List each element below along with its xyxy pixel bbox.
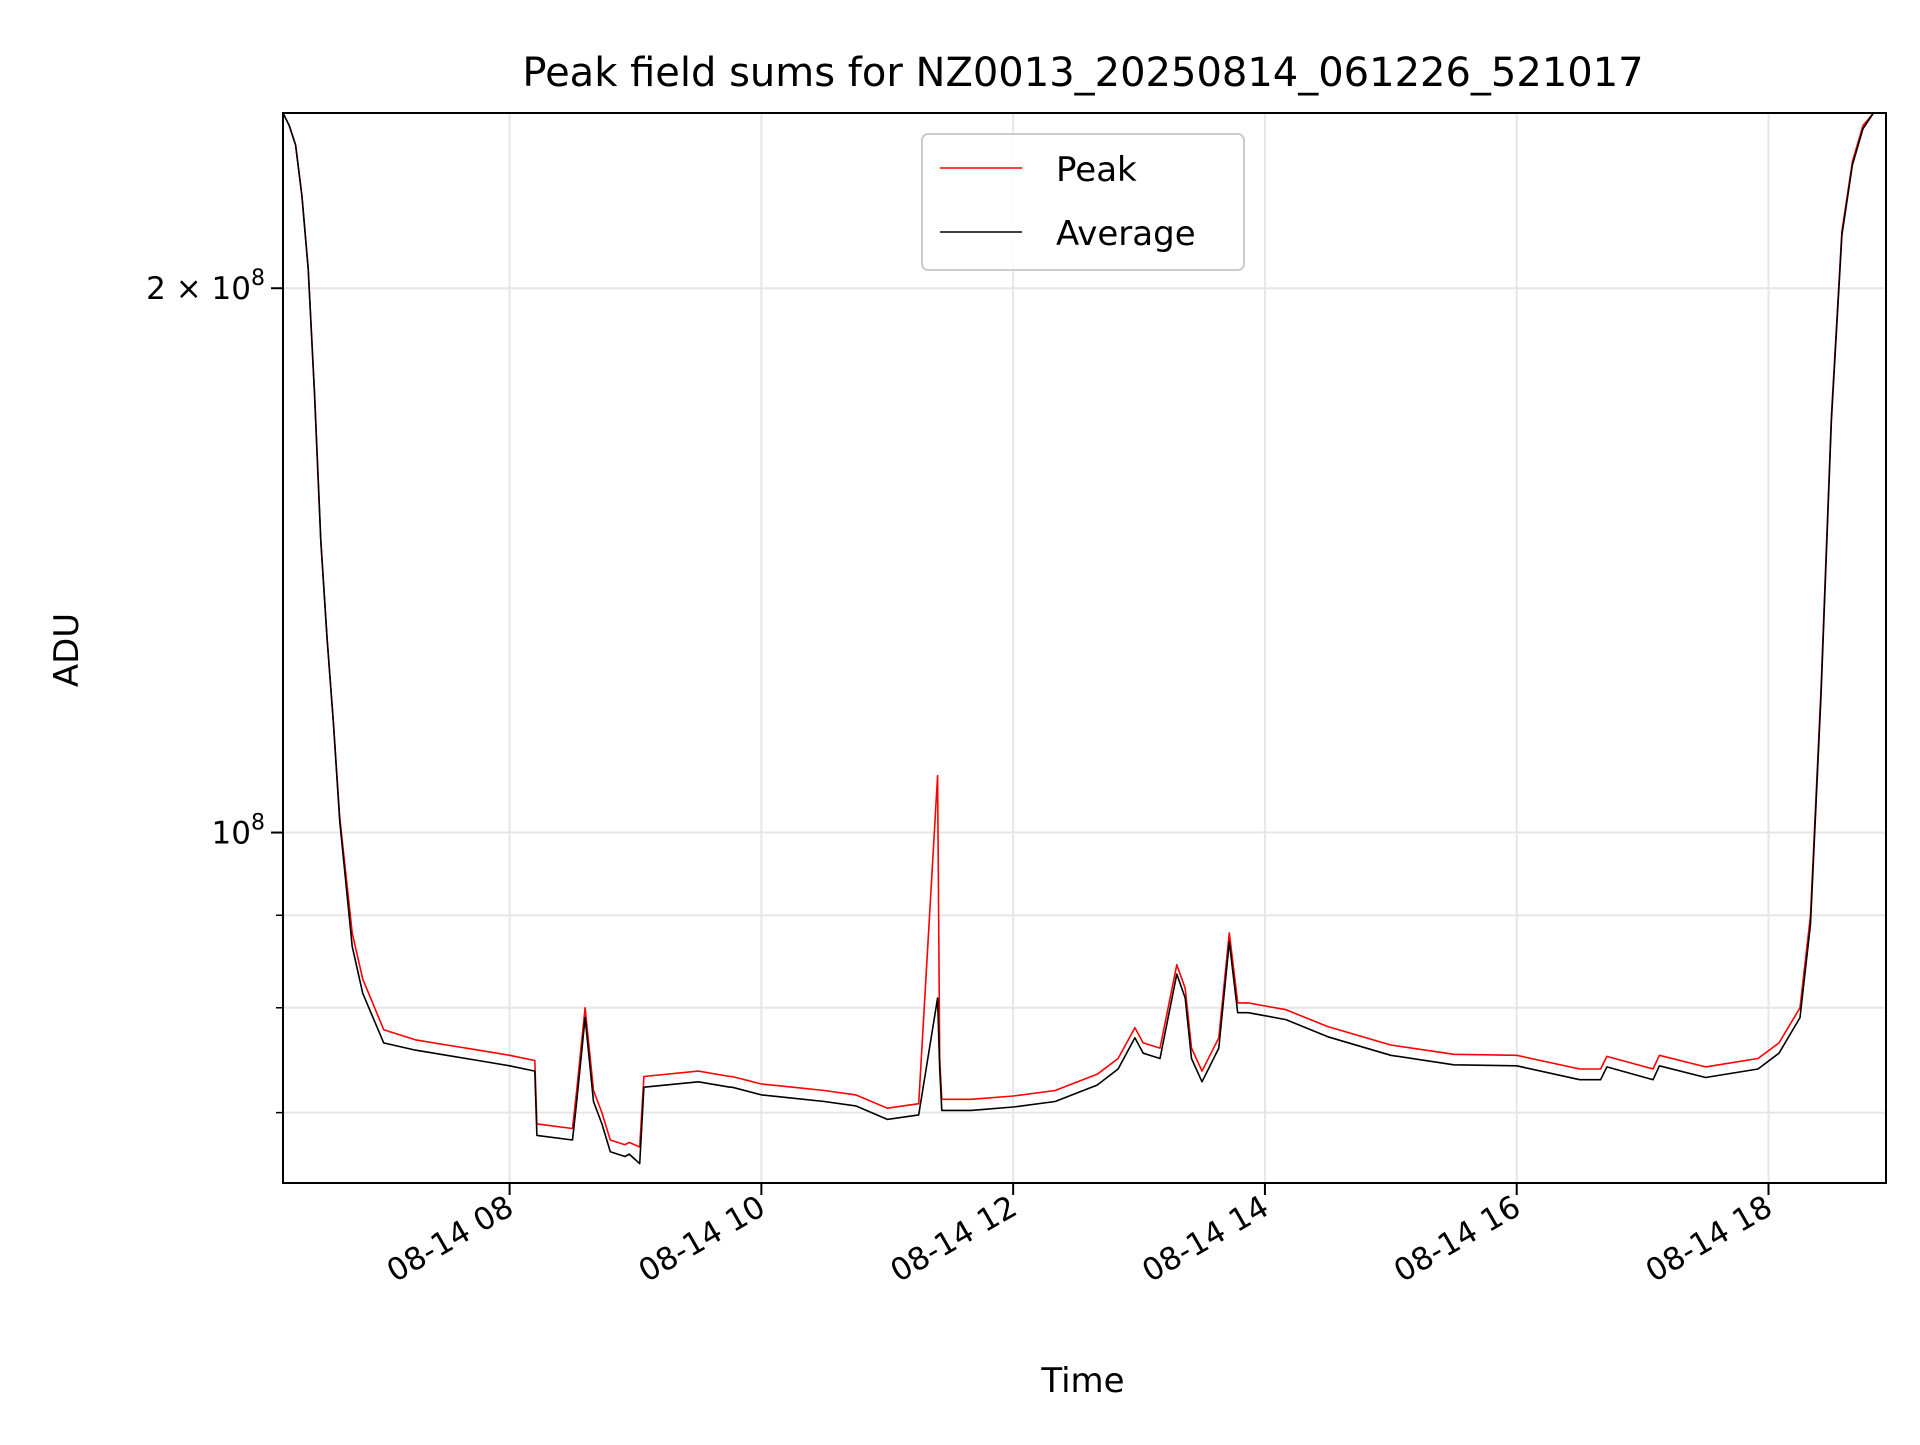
legend[interactable]: Peak Average xyxy=(921,133,1245,271)
grid-layer xyxy=(283,113,1886,1183)
y-tick-label: 2 × 108 xyxy=(146,266,265,307)
legend-label-peak: Peak xyxy=(1056,150,1137,190)
series-line-average xyxy=(283,113,1886,1165)
legend-label-average: Average xyxy=(1056,214,1196,254)
x-axis-label: Time xyxy=(1040,1361,1124,1401)
plot-frame xyxy=(282,112,1887,1184)
chart-title: Peak field sums for NZ0013_20250814_0612… xyxy=(522,50,1643,96)
y-axis-label: ADU xyxy=(47,613,87,687)
series-layer xyxy=(283,113,1886,1165)
